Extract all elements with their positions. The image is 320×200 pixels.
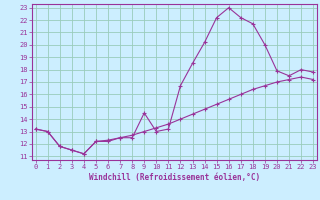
- X-axis label: Windchill (Refroidissement éolien,°C): Windchill (Refroidissement éolien,°C): [89, 173, 260, 182]
